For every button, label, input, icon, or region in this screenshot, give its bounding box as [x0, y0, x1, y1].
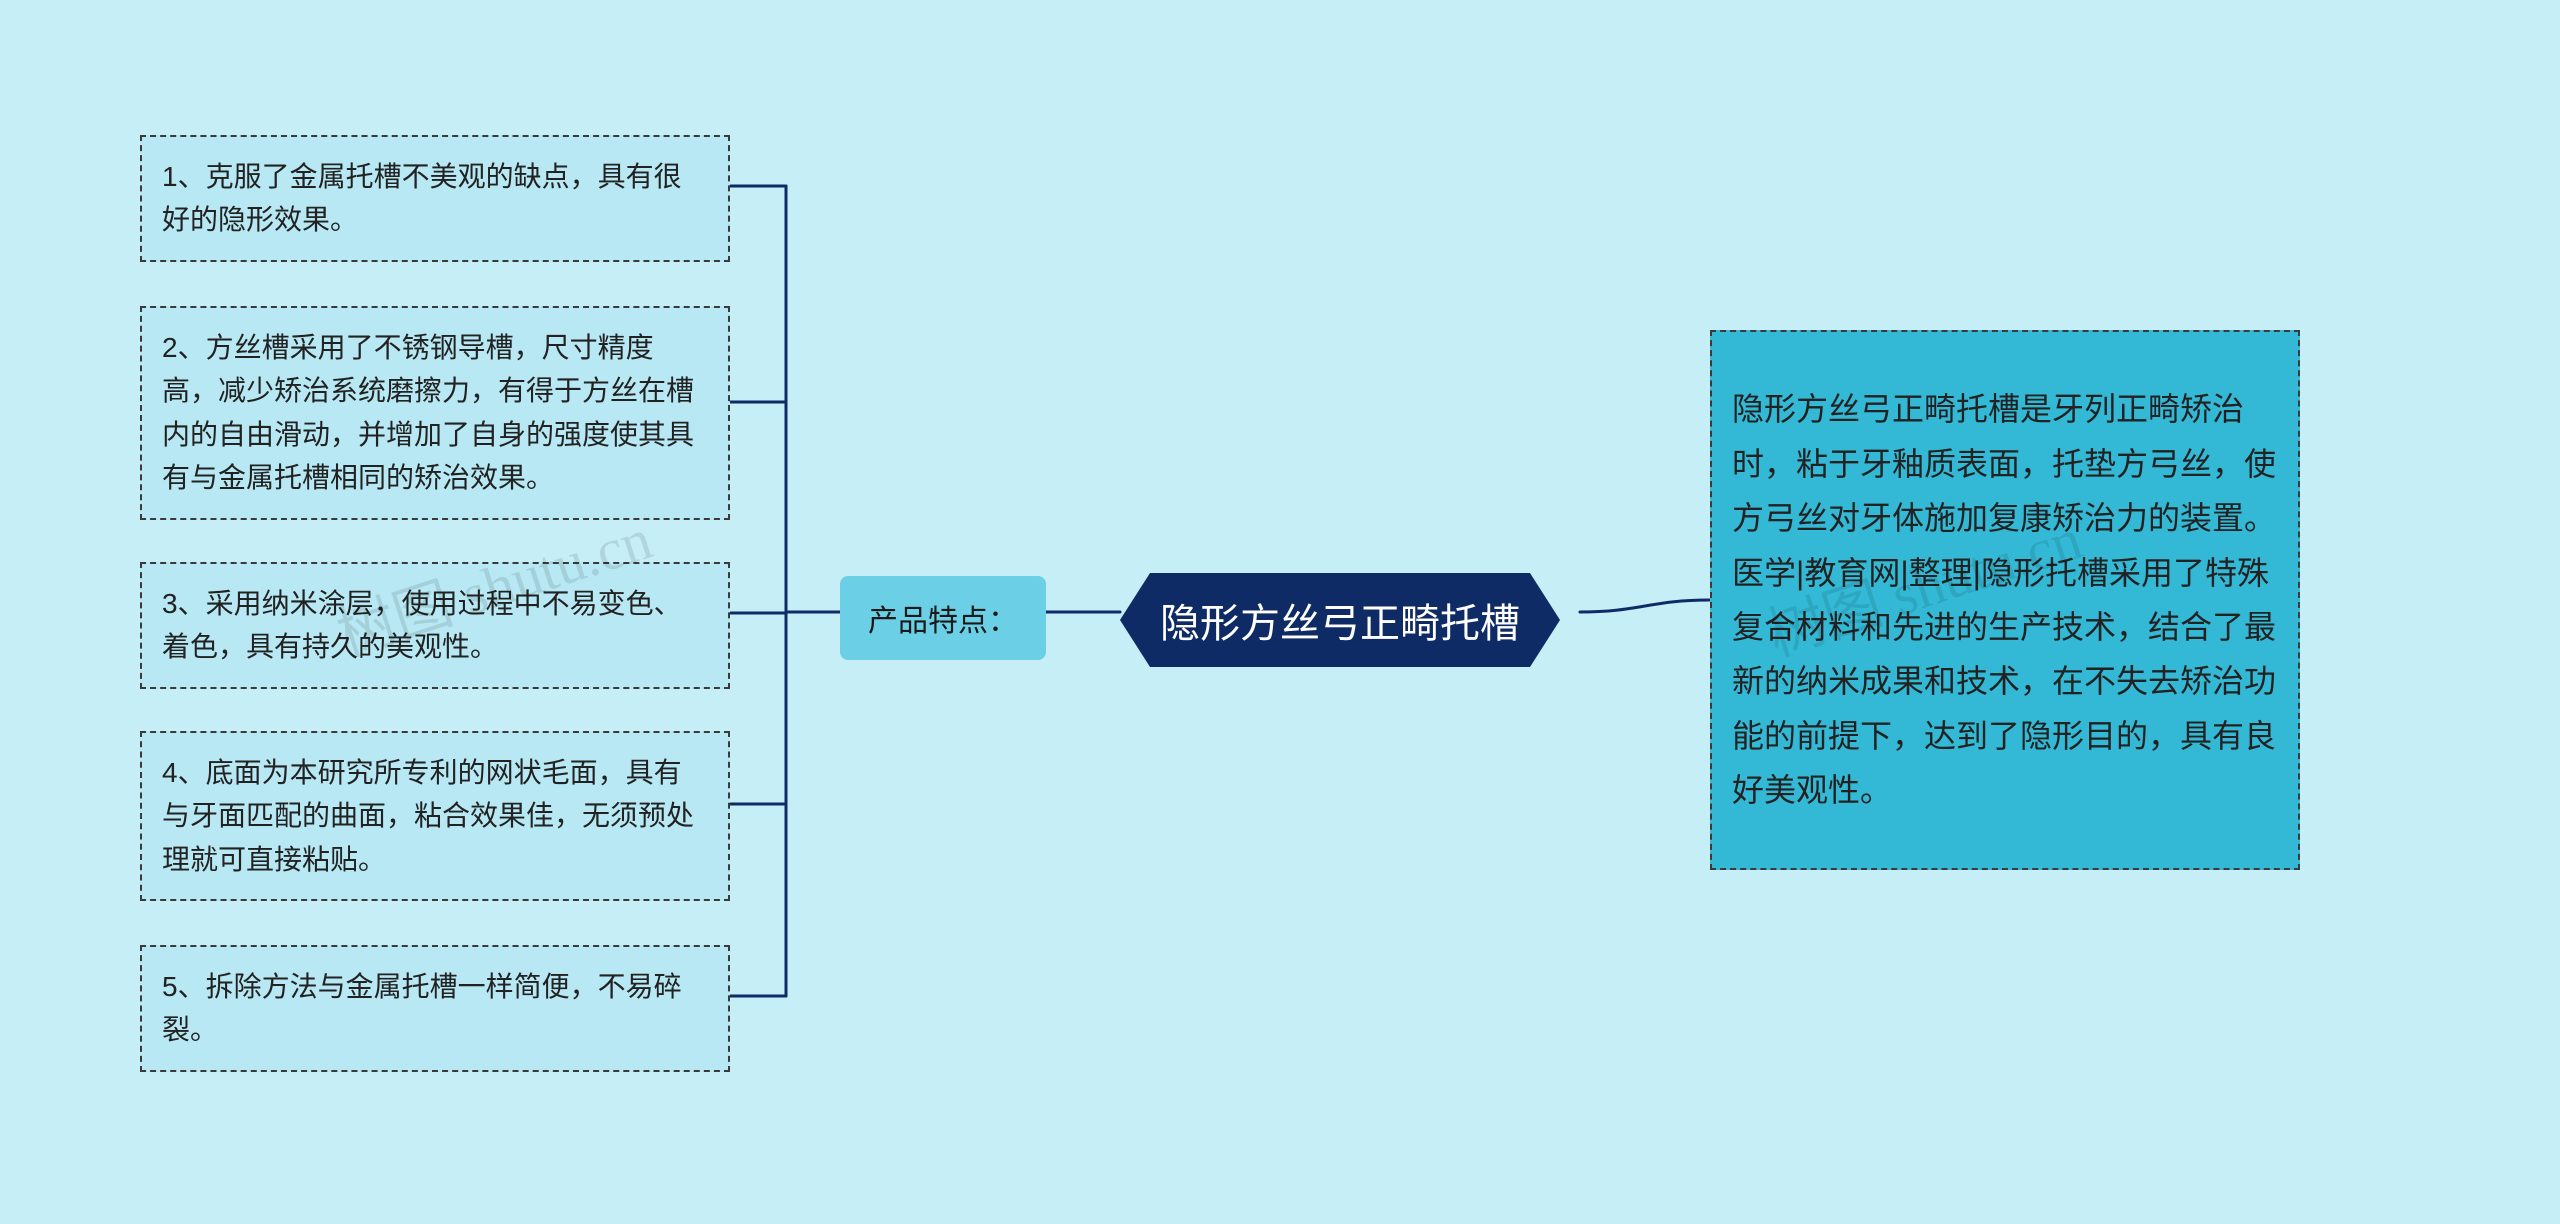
feature-item-5: 5、拆除方法与金属托槽一样简便，不易碎裂。	[140, 945, 730, 1072]
description-box: 隐形方丝弓正畸托槽是牙列正畸矫治时，粘于牙釉质表面，托垫方弓丝，使方弓丝对牙体施…	[1710, 330, 2300, 870]
center-title: 隐形方丝弓正畸托槽	[1120, 573, 1560, 667]
feature-item-1: 1、克服了金属托槽不美观的缺点，具有很好的隐形效果。	[140, 135, 730, 262]
feature-item-3: 3、采用纳米涂层，使用过程中不易变色、着色，具有持久的美观性。	[140, 562, 730, 689]
mindmap-canvas: 隐形方丝弓正畸托槽产品特点： 1、克服了金属托槽不美观的缺点，具有很好的隐形效果。…	[0, 0, 2560, 1224]
features-label: 产品特点：	[840, 576, 1046, 660]
feature-item-4: 4、底面为本研究所专利的网状毛面，具有与牙面匹配的曲面，粘合效果佳，无须预处理就…	[140, 731, 730, 901]
feature-item-2: 2、方丝槽采用了不锈钢导槽，尺寸精度高，减少矫治系统磨擦力，有得于方丝在槽内的自…	[140, 306, 730, 520]
